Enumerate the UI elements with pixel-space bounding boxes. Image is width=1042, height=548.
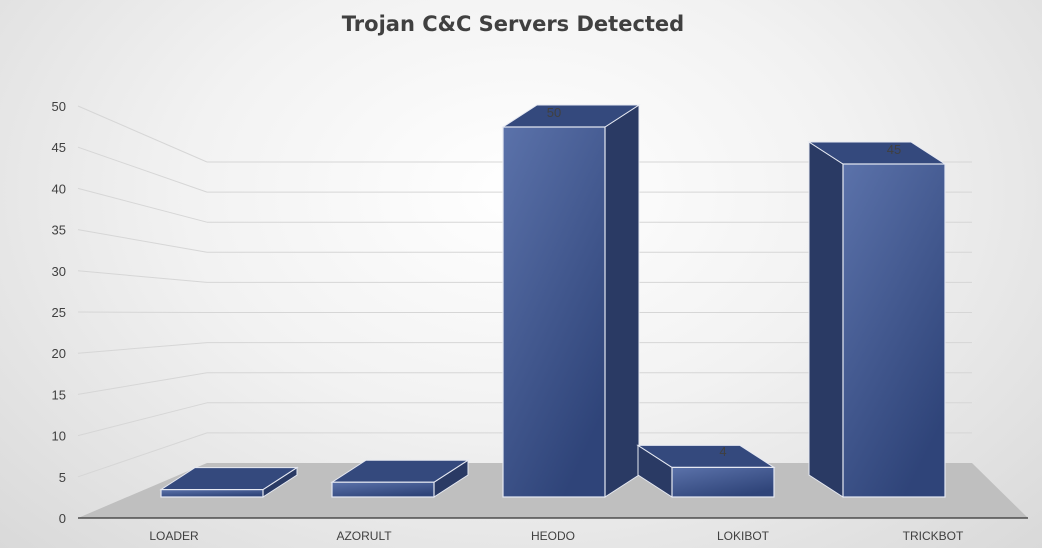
y-tick-label: 5: [59, 470, 66, 485]
gridline-side: [77, 146, 208, 193]
y-tick-label: 50: [52, 99, 66, 114]
y-tick-label: 20: [52, 346, 66, 361]
data-label: 4: [719, 444, 726, 459]
x-tick-label: TRICKBOT: [903, 529, 964, 543]
x-tick-label: LOKIBOT: [717, 529, 770, 543]
bar: [636, 444, 776, 498]
bar: [159, 466, 299, 498]
gridline-side: [77, 187, 208, 223]
gridline-side: [77, 372, 208, 395]
x-tick-label: HEODO: [531, 529, 575, 543]
bar-front: [160, 489, 264, 498]
y-tick-label: 0: [59, 511, 66, 526]
bar-front: [671, 466, 775, 498]
y-tick-label: 10: [52, 429, 66, 444]
y-tick-label: 30: [52, 264, 66, 279]
gridline-side: [77, 229, 208, 253]
gridline-side: [77, 402, 208, 437]
gridline-side: [77, 105, 208, 163]
bar-front: [842, 163, 946, 498]
y-tick-label: 35: [52, 223, 66, 238]
y-tick-label: 15: [52, 387, 66, 402]
y-tick-label: 45: [52, 140, 66, 155]
bar: [330, 459, 470, 498]
x-tick-label: LOADER: [149, 529, 199, 543]
bar: [807, 141, 947, 498]
bar: [501, 104, 641, 498]
bar-front: [502, 126, 606, 498]
x-tick-label: AZORULT: [336, 529, 392, 543]
gridline-side: [77, 311, 208, 313]
bar-side: [808, 141, 844, 498]
bar-front: [331, 481, 435, 498]
gridline-side: [77, 432, 208, 478]
bar-side: [604, 104, 640, 498]
gridline-side: [77, 270, 208, 283]
chart-title: Trojan C&C Servers Detected: [341, 12, 685, 36]
gridline-side: [77, 342, 208, 354]
data-label: 50: [547, 105, 561, 120]
y-tick-label: 25: [52, 305, 66, 320]
y-tick-label: 40: [52, 181, 66, 196]
data-label: 45: [887, 142, 901, 157]
